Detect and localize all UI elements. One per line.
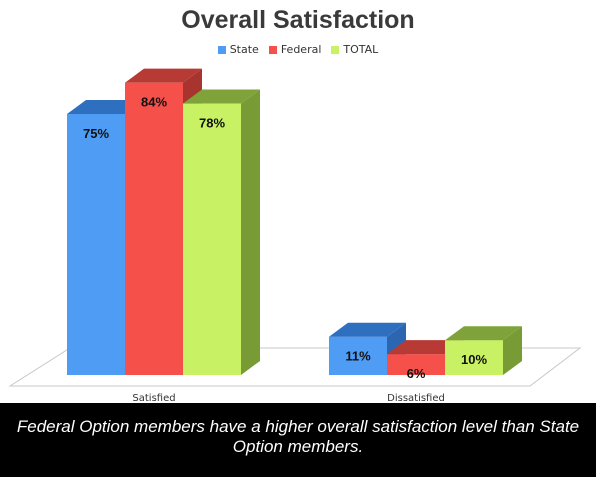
- bar-top: [445, 326, 522, 341]
- data-label: 11%: [345, 349, 371, 364]
- bar-top: [183, 89, 260, 104]
- caption-text: Federal Option members have a higher ove…: [16, 417, 580, 456]
- category-label-satisfied: Satisfied: [132, 393, 175, 403]
- legend-label-total: TOTAL: [343, 43, 379, 56]
- bar-side: [241, 89, 260, 375]
- data-label: 6%: [407, 366, 426, 381]
- bar-top: [67, 100, 144, 114]
- bar-top: [125, 68, 202, 83]
- legend-swatch-total: [331, 45, 340, 54]
- bar-front: [183, 103, 241, 375]
- legend-swatch-federal: [268, 45, 277, 54]
- caption-bar: Federal Option members have a higher ove…: [0, 403, 596, 477]
- category-label-dissatisfied: Dissatisfied: [387, 393, 445, 403]
- bar-top: [387, 340, 464, 355]
- legend-item-state: State: [217, 43, 259, 56]
- data-label: 78%: [199, 116, 225, 131]
- legend-label-federal: Federal: [280, 43, 322, 56]
- legend-item-federal: Federal: [268, 43, 322, 56]
- bar-top: [329, 322, 406, 337]
- legend-label-state: State: [229, 43, 259, 56]
- bar-front: [67, 114, 125, 375]
- bar-front: [387, 354, 445, 375]
- bar-front: [329, 336, 387, 375]
- chart-title: Overall Satisfaction: [181, 6, 415, 34]
- legend-item-total: TOTAL: [331, 43, 378, 56]
- bar-side: [503, 326, 522, 375]
- legend-swatch-state: [217, 45, 226, 54]
- bar-front: [445, 340, 503, 375]
- legend: State Federal TOTAL: [0, 43, 596, 56]
- data-label: 84%: [141, 95, 167, 110]
- bar-total-satisfied: [183, 89, 260, 375]
- data-label: 10%: [461, 352, 487, 367]
- data-label: 75%: [83, 126, 109, 141]
- chart: 75% 84% 78% Satisfied 11% 6% 10% Dissatisfied: [8, 68, 582, 403]
- bar-front: [125, 82, 183, 376]
- bar-total-dissatisfied: [445, 326, 522, 375]
